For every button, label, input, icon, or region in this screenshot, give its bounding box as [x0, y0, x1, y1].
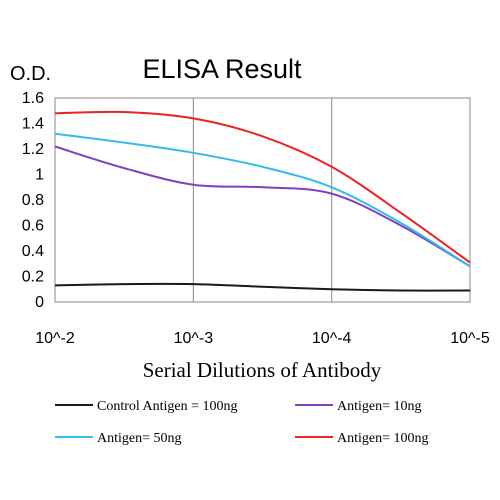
y-tick-label: 1.2: [22, 141, 44, 158]
legend-label: Control Antigen = 100ng: [97, 399, 238, 414]
y-tick-label: 0.8: [22, 192, 44, 209]
series-line-control-antigen-100ng: [54, 282, 471, 292]
x-tick-label: 10^-4: [312, 330, 352, 347]
y-tick-label: 1.6: [22, 90, 44, 107]
series-line-antigen-100ng: [54, 110, 471, 264]
legend-label: Antigen= 100ng: [337, 431, 429, 446]
y-axis-label: O.D.: [10, 63, 51, 85]
y-tick-label: 0.4: [22, 243, 44, 260]
y-tick-label: 0.2: [22, 269, 44, 286]
series-line-antigen-50ng: [54, 132, 471, 268]
x-axis-label: Serial Dilutions of Antibody: [143, 358, 382, 382]
chart-title: ELISA Result: [142, 54, 302, 84]
x-tick-label: 10^-2: [35, 330, 75, 347]
y-tick-label: 1: [35, 167, 44, 184]
x-tick-label: 10^-3: [174, 330, 214, 347]
legend-label: Antigen= 50ng: [97, 431, 182, 446]
y-tick-label: 0: [35, 294, 44, 311]
x-tick-label: 10^-5: [450, 330, 490, 347]
plot-area-frame: [54, 97, 471, 303]
y-tick-label: 0.6: [22, 218, 44, 235]
series-line-antigen-10ng: [54, 145, 471, 268]
legend-label: Antigen= 10ng: [337, 399, 422, 414]
y-tick-label: 1.4: [22, 116, 44, 133]
